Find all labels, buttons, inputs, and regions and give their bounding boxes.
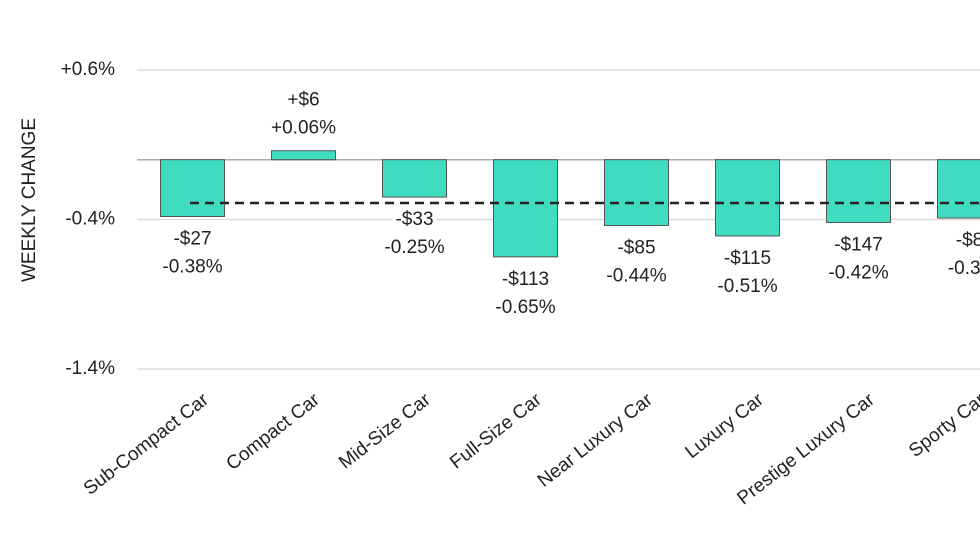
- dollar-label: -$85: [617, 237, 655, 258]
- value-label: -0.38%: [162, 257, 222, 278]
- y-tick-label: -0.4%: [65, 209, 115, 230]
- x-tick-label: Compact Car: [223, 389, 325, 475]
- value-label: -0.25%: [384, 237, 444, 258]
- dollar-label: -$147: [834, 235, 883, 256]
- label-background: [603, 264, 670, 288]
- label-background: [714, 274, 781, 298]
- x-tick-label: Sub-Compact Car: [80, 389, 213, 500]
- label-background: [159, 255, 226, 279]
- dollar-label: -$8: [956, 230, 980, 251]
- label-background: [268, 116, 340, 140]
- bar: [382, 159, 447, 198]
- label-background: [170, 227, 215, 251]
- label-background: [381, 236, 448, 260]
- dollar-label: -$27: [173, 229, 211, 250]
- dollar-label: -$33: [395, 209, 433, 230]
- dollar-label: +$6: [287, 90, 319, 111]
- bar: [493, 159, 558, 258]
- label-background: [720, 246, 775, 270]
- bar: [160, 159, 225, 218]
- bar: [826, 159, 891, 223]
- label-background: [952, 229, 980, 253]
- y-tick-label: -1.4%: [65, 358, 115, 379]
- value-label: -0.65%: [495, 297, 555, 318]
- x-tick-label: Full-Size Car: [446, 389, 546, 474]
- bar: [604, 159, 669, 226]
- bar: [937, 159, 980, 219]
- bar: [271, 150, 336, 161]
- label-background: [498, 267, 553, 291]
- x-tick-label: Luxury Car: [682, 389, 769, 463]
- dollar-label: -$115: [724, 248, 771, 269]
- y-axis-title: WEEKLY CHANGE: [19, 118, 40, 282]
- value-label: -0.51%: [717, 276, 777, 297]
- label-background: [825, 261, 892, 285]
- value-label: -0.39: [948, 258, 980, 279]
- label-background: [392, 208, 437, 232]
- dollar-label: -$113: [502, 269, 549, 290]
- y-tick-label: +0.6%: [61, 59, 116, 80]
- label-background: [492, 295, 559, 319]
- x-tick-label: Sporty Car: [905, 389, 980, 462]
- x-tick-label: Near Luxury Car: [534, 389, 657, 492]
- value-label: +0.06%: [271, 118, 336, 139]
- label-background: [944, 257, 980, 281]
- label-background: [284, 88, 323, 112]
- bar: [715, 159, 780, 237]
- value-label: -0.42%: [828, 263, 888, 284]
- label-background: [614, 236, 659, 260]
- label-background: [831, 233, 886, 257]
- value-label: -0.44%: [606, 265, 666, 286]
- x-tick-label: Mid-Size Car: [335, 389, 435, 474]
